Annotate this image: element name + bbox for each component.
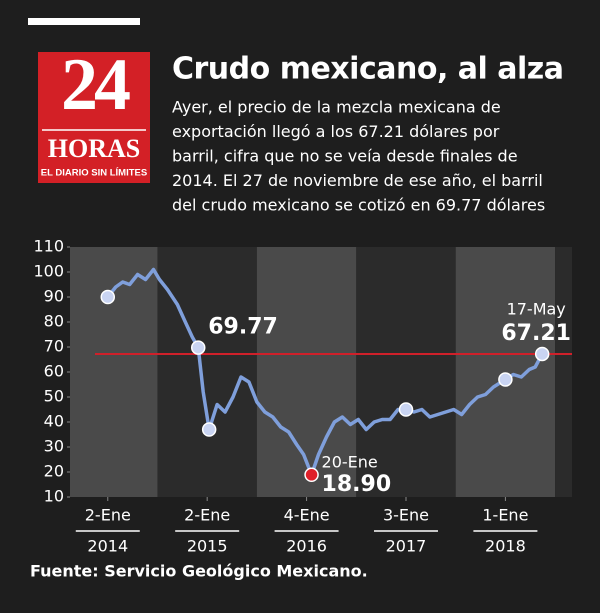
y-tick-label: 70 [44, 337, 64, 356]
point-marker [534, 346, 550, 362]
x-tick-day-label: 2-Ene [85, 506, 131, 525]
source: Fuente: Servicio Geológico Mexicano. [30, 562, 368, 581]
subtitle-line: exportación llegó a los 67.21 dólares po… [172, 122, 500, 141]
x-tick-day-label: 2-Ene [184, 506, 230, 525]
x-tick-label: 2014 [87, 537, 128, 556]
y-tick-label: 50 [44, 387, 64, 406]
point-marker [498, 372, 513, 387]
logo-tagline: EL DIARIO SIN LÍMITES [41, 168, 147, 179]
year-band [455, 247, 556, 497]
top-bar [28, 18, 140, 25]
point-marker [100, 289, 116, 305]
point-marker [398, 402, 414, 417]
y-tick-label: 80 [44, 312, 64, 331]
logo-number: 24 [61, 44, 130, 126]
y-tick-label: 10 [44, 487, 64, 506]
point-marker [304, 467, 319, 482]
annotation: 69.77 [208, 315, 278, 340]
x-tick-day-label: 4-Ene [284, 506, 330, 525]
logo-box [38, 52, 150, 183]
y-tick-label: 60 [44, 362, 64, 381]
x-tick-label: 2015 [187, 537, 228, 556]
y-tick-label: 110 [33, 237, 64, 256]
annotation: 17-May [507, 299, 566, 318]
y-tick-label: 40 [44, 412, 64, 431]
year-band [70, 247, 158, 497]
subtitle-line: 2014. El 27 de noviembre de ese año, el … [172, 171, 543, 190]
year-band [555, 247, 572, 497]
subtitle-line: del crudo mexicano se cotizó en 69.77 dó… [172, 196, 545, 215]
point-marker [201, 422, 217, 437]
y-tick-label: 100 [33, 262, 64, 281]
y-tick-label: 30 [44, 437, 64, 456]
x-tick-day-label: 3-Ene [383, 506, 429, 525]
annotation: 67.21 [501, 321, 571, 346]
x-tick-label: 2018 [485, 537, 526, 556]
x-tick-label: 2016 [286, 537, 327, 556]
logo-word: HORAS [48, 134, 140, 163]
y-tick-label: 20 [44, 462, 64, 481]
point-marker [190, 340, 206, 355]
chart-title: Crudo mexicano, al alza [172, 52, 564, 87]
subtitle-line: Ayer, el precio de la mezcla mexicana de [172, 98, 501, 117]
year-band [356, 247, 456, 497]
annotation: 18.90 [322, 472, 392, 497]
year-band [256, 247, 357, 497]
x-tick-label: 2017 [386, 537, 427, 556]
subtitle-line: barril, cifra que no se veía desde final… [172, 147, 518, 166]
year-band [157, 247, 257, 497]
price-line [106, 267, 544, 477]
x-tick-day-label: 1-Ene [482, 506, 528, 525]
annotation: 20-Ene [322, 452, 378, 471]
y-tick-label: 90 [44, 287, 64, 306]
